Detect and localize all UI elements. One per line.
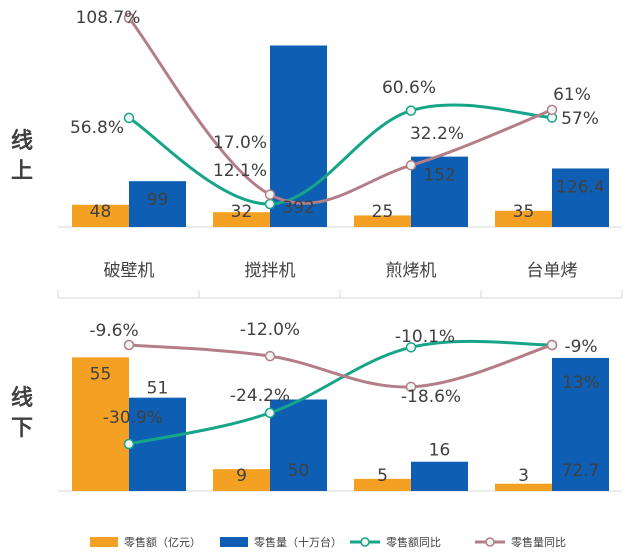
yoy-lines	[123, 12, 558, 450]
label-sales-0-1: 32	[231, 202, 253, 222]
label-volume-1-1: 50	[288, 461, 310, 481]
label-sales-1-1: 9	[236, 466, 247, 486]
label-sales-1-2: 5	[377, 466, 388, 486]
category-label-3: 台单烤	[527, 261, 578, 281]
label-sales-1-3: 3	[518, 466, 529, 486]
marker-sales_yoy-0-2	[405, 105, 417, 116]
marker-sales_yoy-1-1	[264, 407, 276, 419]
bars	[72, 45, 609, 491]
label-volume_yoy-1-2: -18.6%	[401, 387, 461, 407]
label-sales-1-0: 55	[90, 364, 112, 384]
legend-label-1: 零售量（十万台）	[254, 535, 342, 549]
label-volume-1-3: 72.7	[562, 461, 600, 481]
category-label-0: 破壁机	[104, 261, 155, 281]
line-sales_yoy-0	[128, 103, 553, 206]
label-volume_yoy-0-3: 61%	[553, 85, 591, 105]
marker-volume_yoy-1-1	[264, 350, 276, 362]
label-volume_yoy-0-2: 32.2%	[410, 124, 464, 144]
panel-label-1-1: 下	[11, 416, 33, 441]
bar-volume-1-0	[129, 397, 186, 491]
category-label-1: 搅拌机	[245, 261, 296, 281]
label-sales_yoy-1-2: -10.1%	[395, 327, 455, 347]
legend-label-0: 零售额（亿元）	[124, 535, 201, 549]
bar-volume-1-1	[270, 399, 327, 491]
marker-sales_yoy-0-1	[264, 198, 276, 210]
bar-sales-0-2	[354, 215, 411, 227]
label-sales_yoy-0-1: 12.1%	[213, 161, 267, 181]
marker-volume_yoy-1-2	[405, 381, 417, 393]
label-sales-0-3: 35	[513, 202, 535, 222]
panel-label-0-0: 线	[11, 128, 33, 154]
panel-label-0-1: 上	[11, 159, 33, 184]
category-labels: 破壁机 搅拌机 煎烤机 台单烤	[104, 261, 578, 281]
bar-sales-0-1	[213, 212, 270, 227]
marker-volume_yoy-1-3	[546, 339, 558, 351]
label-volume_yoy-1-0: -9.6%	[89, 321, 138, 341]
label-volume-0-1: 392	[282, 198, 314, 218]
label-volume_yoy-0-1: 17.0%	[213, 133, 267, 153]
label-sales_yoy-0-0: 56.8%	[70, 118, 124, 138]
bar-volume-0-2	[411, 156, 468, 227]
label-sales_yoy-1-3: -9%	[564, 337, 597, 357]
bar-volume-0-3	[552, 168, 609, 227]
marker-volume_yoy-0-1	[264, 189, 276, 200]
category-label-2: 煎烤机	[386, 261, 437, 281]
bar-volume-0-0	[129, 181, 186, 227]
line-volume_yoy-0	[127, 17, 553, 205]
legend-swatch-1	[220, 537, 248, 547]
label-volume-0-3: 126.4	[556, 177, 605, 197]
marker-sales_yoy-1-2	[405, 342, 417, 353]
marker-volume_yoy-1-0	[123, 339, 135, 351]
label-sales-0-2: 25	[372, 202, 394, 222]
bar-sales-1-1	[213, 469, 270, 491]
legend: 零售额（亿元） 零售量（十万台） 零售额同比 零售量同比	[90, 535, 566, 549]
data-labels: 48 32 25 35 99 392 152 126.4 55 9 5 3 51 50 16 72.7 56.8…	[70, 8, 605, 486]
bar-sales-1-2	[354, 478, 411, 491]
label-volume-0-0: 99	[147, 190, 169, 210]
label-volume_yoy-0-0: 108.7%	[76, 8, 141, 28]
bar-sales-0-0	[72, 204, 129, 227]
label-sales_yoy-1-1: -24.2%	[230, 386, 290, 406]
marker-sales_yoy-1-0	[123, 438, 135, 450]
bar-volume-1-3	[552, 357, 609, 491]
marker-volume_yoy-0-3	[546, 104, 558, 116]
marker-volume_yoy-0-0	[123, 12, 135, 24]
legend-marker-2	[360, 537, 370, 547]
panel-label-1-0: 线	[11, 385, 33, 411]
label-volume_yoy-1-1: -12.0%	[240, 320, 300, 340]
label-sales_yoy-0-3: 57%	[561, 109, 599, 129]
legend-marker-3	[485, 537, 495, 547]
bar-sales-0-3	[495, 210, 552, 227]
legend-label-2: 零售额同比	[386, 535, 441, 549]
marker-volume_yoy-0-2	[405, 160, 417, 171]
bar-sales-1-3	[495, 483, 552, 491]
label-volume-1-0: 51	[147, 379, 169, 399]
label-sales-0-0: 48	[90, 202, 112, 222]
label-volume-1-2: 16	[429, 441, 451, 461]
label-sales_yoy-1-0: -30.9%	[103, 408, 163, 428]
line-volume_yoy-1	[128, 343, 553, 389]
bar-volume-1-2	[411, 461, 468, 491]
legend-label-3: 零售量同比	[511, 535, 566, 549]
bar-sales-1-0	[72, 357, 129, 491]
marker-sales_yoy-0-0	[123, 112, 135, 124]
line-sales_yoy-1	[128, 339, 553, 446]
label-volume-0-2: 152	[423, 166, 455, 186]
legend-swatch-0	[90, 537, 118, 547]
label-sales_yoy-0-2: 60.6%	[382, 78, 436, 98]
label-volume_yoy-1-3: 13%	[562, 373, 600, 393]
